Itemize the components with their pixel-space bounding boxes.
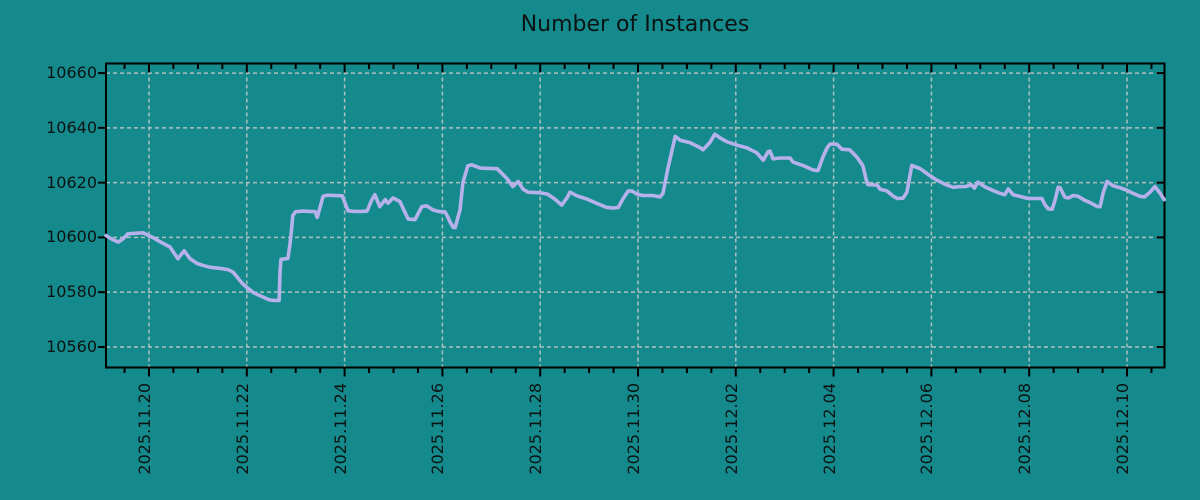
grid-lines bbox=[106, 63, 1165, 368]
y-tick-label: 10620 bbox=[46, 172, 97, 192]
x-tick-label: 2025.12.10 bbox=[1113, 383, 1132, 475]
data-line bbox=[104, 132, 1166, 303]
x-tick-label: 2025.11.26 bbox=[428, 383, 448, 475]
x-tick-label: 2025.11.30 bbox=[624, 383, 643, 475]
plot-border bbox=[105, 62, 1166, 369]
x-tick-label: 2025.12.06 bbox=[917, 383, 937, 475]
x-tick-label: 2025.11.20 bbox=[135, 383, 154, 475]
x-tick-label: 2025.12.04 bbox=[819, 383, 839, 475]
axis-ticks bbox=[98, 63, 1165, 377]
x-tick-label: 2025.11.28 bbox=[526, 383, 546, 475]
y-tick-label: 10640 bbox=[46, 117, 97, 137]
y-tick-label: 10560 bbox=[46, 336, 97, 356]
y-tick-label: 10600 bbox=[46, 227, 97, 247]
x-tick-label: 2025.11.22 bbox=[232, 383, 252, 475]
x-tick-label: 2025.11.24 bbox=[330, 383, 350, 475]
x-tick-label: 2025.12.02 bbox=[721, 383, 741, 475]
x-tick-label: 2025.12.08 bbox=[1015, 383, 1035, 475]
chart-title: Number of Instances bbox=[520, 12, 750, 37]
y-tick-label: 10580 bbox=[46, 282, 97, 302]
y-tick-label: 10660 bbox=[46, 63, 97, 83]
